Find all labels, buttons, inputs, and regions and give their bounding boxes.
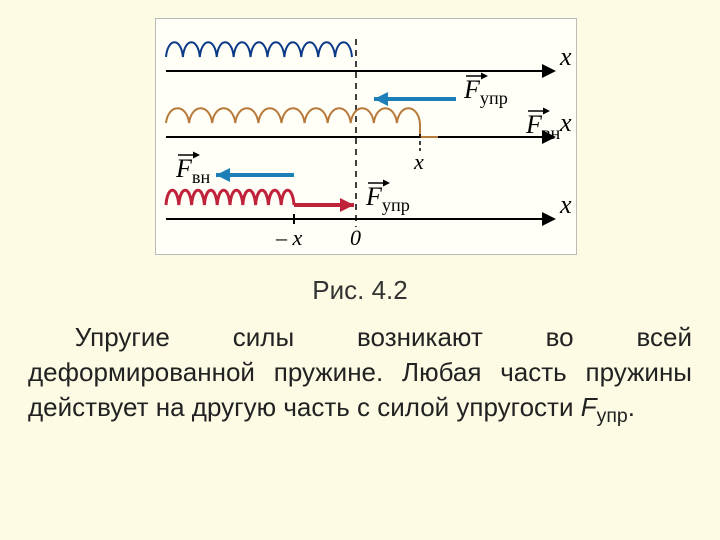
svg-text:Fвн: Fвн bbox=[525, 110, 560, 143]
svg-text:x: x bbox=[413, 149, 424, 174]
diagram-svg: xxxFупрFвнFвнFупр– x0x bbox=[156, 19, 576, 254]
paragraph-suffix: . bbox=[628, 392, 635, 422]
svg-text:Fвн: Fвн bbox=[175, 154, 210, 187]
F-subscript: упр bbox=[597, 405, 628, 427]
body-paragraph: Упругие силы возникают во всей деформиро… bbox=[28, 320, 692, 430]
svg-text:Fупр: Fупр bbox=[365, 182, 410, 215]
figure-caption: Рис. 4.2 bbox=[0, 275, 720, 306]
spring-diagram: xxxFупрFвнFвнFупр– x0x bbox=[155, 18, 577, 255]
svg-text:Fупр: Fупр bbox=[463, 75, 508, 108]
F-symbol: F bbox=[581, 392, 597, 422]
svg-text:x: x bbox=[559, 190, 572, 219]
svg-text:– x: – x bbox=[275, 225, 303, 250]
svg-text:0: 0 bbox=[350, 225, 361, 250]
svg-text:x: x bbox=[559, 42, 572, 71]
svg-text:x: x bbox=[559, 108, 572, 137]
